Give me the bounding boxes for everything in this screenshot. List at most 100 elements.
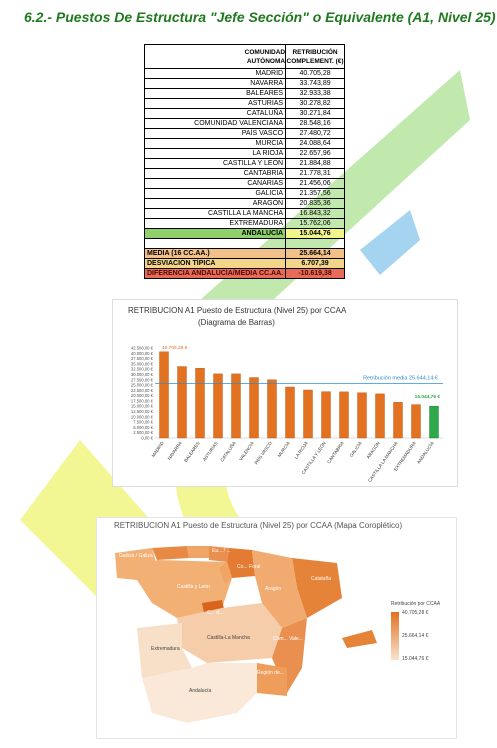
y-tick-label: 27.500,00 €: [131, 377, 154, 382]
bar: [411, 404, 421, 439]
row-name: MURCIA: [143, 138, 287, 149]
y-tick-label: 35.000,00 €: [131, 361, 154, 366]
table-row: GALICIA 21.357,56: [143, 188, 345, 199]
legend-title: Retribución por CCAA: [391, 601, 441, 607]
y-tick-label: 32.500,00 €: [131, 367, 154, 372]
row-value: 21.778,31: [285, 168, 345, 179]
region-murcia: [257, 663, 287, 696]
row-value: 21.357,56: [285, 188, 345, 199]
row-name: CATALUÑA: [143, 108, 287, 119]
min-value-label: 15.044,76 €: [415, 394, 441, 400]
table-row: CASTILLA LA MANCHA 16.843,32: [143, 208, 345, 219]
legend-gradient: [391, 612, 399, 660]
bar: [285, 386, 295, 439]
bar: [267, 379, 277, 439]
choropleth-map: RETRIBUCION A1 Puesto de Estructura (Niv…: [96, 517, 457, 739]
bar-chart-svg: 0,00 €2.500,00 €5.000,00 €7.500,00 €10.0…: [131, 345, 443, 483]
row-name: NAVARRA: [143, 78, 287, 89]
row-name: GALICIA: [143, 188, 287, 199]
row-value: 30.278,82: [285, 98, 345, 109]
table-row: EXTREMADURA 15.762,06: [143, 218, 345, 229]
x-tick-label: CANTABRIA: [326, 441, 345, 465]
bar-chart: RETRIBUCION A1 Puesto de Estructura (Niv…: [112, 299, 458, 487]
y-tick-label: 7.500,00 €: [133, 420, 153, 425]
row-name: MADRID: [143, 68, 287, 79]
summary-desviacion: DESVIACIÓN TÍPICA 6.707,39: [143, 257, 345, 269]
bar: [339, 391, 349, 439]
table-row: CANTABRIA 21.778,31: [143, 168, 345, 179]
row-name: CASTILLA Y LEÓN: [143, 158, 287, 169]
map-label-valencia: Com... Vale...: [273, 636, 303, 642]
row-value: 28.548,16: [285, 118, 345, 129]
row-name: PAÍS VASCO: [143, 128, 287, 139]
page-title: 6.2.- Puestos De Estructura "Jefe Secció…: [24, 9, 496, 25]
y-tick-label: 2.500,00 €: [133, 430, 153, 435]
row-value: 32.933,38: [285, 88, 345, 99]
y-tick-label: 37.500,00 €: [131, 356, 154, 361]
y-tick-label: 12.500,00 €: [131, 409, 154, 414]
map-label-navarra: Co... Foral: [237, 564, 261, 570]
x-tick-label: ANDALUCÍA: [415, 440, 435, 465]
row-value: 16.843,32: [285, 208, 345, 219]
map-label-aragon: Aragón: [265, 586, 282, 592]
x-tick-label: ARAGÓN: [365, 440, 381, 459]
map-label-castilla-leon: Castilla y León: [177, 584, 210, 590]
y-tick-label: 42.500,00 €: [131, 346, 154, 351]
legend-mid: 25.664,14 €: [402, 633, 429, 639]
region-asturias: [152, 546, 189, 560]
x-tick-label: CATALUÑA: [219, 440, 237, 463]
map-label-castilla-mancha: Castilla-La Mancha: [207, 635, 250, 641]
map-label-murcia: Región de...: [257, 670, 284, 676]
table-row: CATALUÑA 30.271,84: [143, 108, 345, 119]
bar: [195, 368, 205, 439]
table-row: CANARIAS 21.456,06: [143, 178, 345, 189]
bar: [177, 366, 187, 439]
bar: [357, 392, 367, 439]
spain-map-svg: [115, 546, 377, 723]
map-label-galicia: Galicia / Galiza: [119, 553, 153, 559]
table-row: MADRID 40.705,28: [143, 68, 345, 79]
row-value: 15.762,06: [285, 218, 345, 229]
map-title: RETRIBUCION A1 Puesto de Estructura (Niv…: [114, 521, 403, 530]
row-value: 6.707,39: [285, 257, 345, 269]
legend-max: 40.705,28 €: [402, 610, 429, 616]
y-tick-label: 15.000,00 €: [131, 404, 154, 409]
bar: [321, 391, 331, 439]
x-tick-label: MADRID: [151, 440, 166, 458]
region-baleares: [342, 630, 377, 648]
row-name: MEDIA (16 CC.AA.): [143, 247, 287, 259]
row-value: 22.657,96: [285, 148, 345, 159]
bar: [159, 351, 169, 439]
y-tick-label: 20.000,00 €: [131, 393, 154, 398]
bar: [231, 373, 241, 439]
y-tick-label: 30.000,00 €: [131, 372, 154, 377]
bar: [393, 402, 403, 439]
max-value-label: 40.705,28 €: [162, 345, 188, 351]
map-label-pais-vasco: Eu... / ...: [212, 548, 231, 554]
chart-title: RETRIBUCION A1 Puesto de Estructura (Niv…: [128, 306, 347, 327]
row-value: 20.835,36: [285, 198, 345, 209]
x-tick-label: ASTURIAS: [202, 441, 219, 462]
y-tick-label: 10.000,00 €: [131, 414, 154, 419]
x-tick-label: VALENCIA: [238, 441, 255, 462]
row-value: 21.456,06: [285, 178, 345, 189]
map-label-madrid: C... d...: [207, 610, 224, 616]
bar: [213, 373, 223, 439]
row-name: EXTREMADURA: [143, 218, 287, 229]
map-label-extremadura: Extremadura: [151, 646, 180, 652]
row-name: ASTURIAS: [143, 98, 287, 109]
region-pais-vasco: [209, 546, 229, 562]
y-tick-label: 25.000,00 €: [131, 383, 154, 388]
bar: [375, 393, 385, 439]
table-row: ASTURIAS 30.278,82: [143, 98, 345, 109]
table-row: MURCIA 24.088,64: [143, 138, 345, 149]
region-cataluna: [292, 558, 342, 618]
table-row: BALEARES 32.933,38: [143, 88, 345, 99]
row-name: CASTILLA LA MANCHA: [143, 208, 287, 219]
region-la-rioja: [219, 562, 232, 584]
table-row: LA RIOJA 22.657,96: [143, 148, 345, 159]
x-tick-label: LA RIOJA: [293, 441, 308, 460]
row-name: BALEARES: [143, 88, 287, 99]
table-row: COMUNIDAD VALENCIANA 28.548,16: [143, 118, 345, 129]
region-andalucia: [142, 663, 257, 723]
